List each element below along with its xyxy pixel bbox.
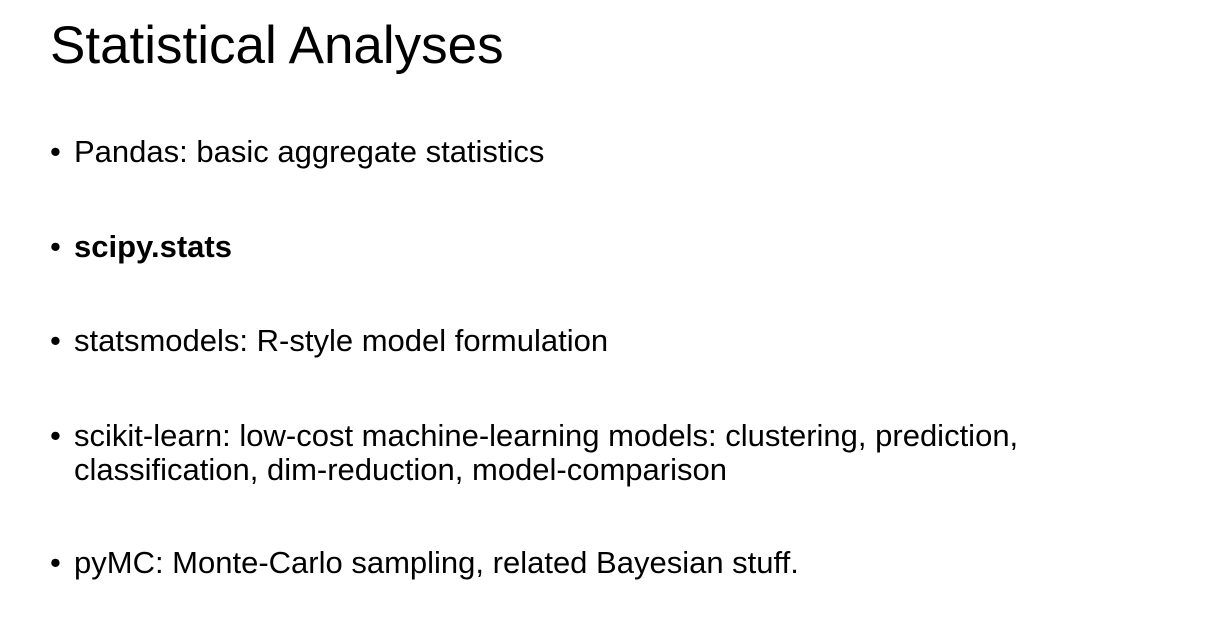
bullet-item-scikit-learn: • scikit-learn: low-cost machine-learnin…: [50, 419, 1180, 487]
bullet-item-pandas: • Pandas: basic aggregate statistics: [50, 135, 1180, 169]
bullet-dot: •: [50, 545, 61, 580]
bullet-text: pyMC: Monte-Carlo sampling, related Baye…: [74, 545, 799, 580]
bullet-item-pymc: • pyMC: Monte-Carlo sampling, related Ba…: [50, 546, 1180, 580]
bullet-dot: •: [50, 229, 61, 264]
bullet-dot: •: [50, 323, 61, 358]
bullet-text: Pandas: basic aggregate statistics: [74, 134, 545, 169]
bullet-dot: •: [50, 418, 61, 453]
bullet-dot: •: [50, 134, 61, 169]
bullet-text: statsmodels: R-style model formulation: [74, 323, 609, 358]
bullet-text: scikit-learn: low-cost machine-learning …: [74, 418, 1019, 487]
bullet-item-scipy-stats: • scipy.stats: [50, 230, 1180, 264]
bullet-text: scipy.stats: [74, 229, 232, 264]
bullet-item-statsmodels: • statsmodels: R-style model formulation: [50, 324, 1180, 358]
slide-title: Statistical Analyses: [50, 16, 504, 75]
